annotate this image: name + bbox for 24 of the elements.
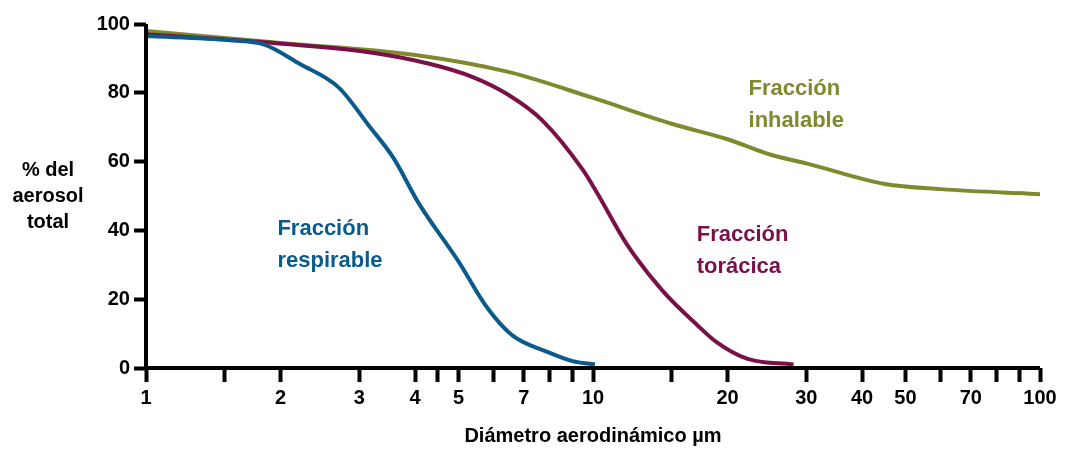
y-tick-label: 0 bbox=[118, 355, 130, 378]
x-tick-label: 70 bbox=[959, 385, 982, 408]
x-tick-label: 5 bbox=[452, 385, 464, 408]
x-tick-label: 100 bbox=[1023, 385, 1057, 408]
series-label: Fracción respirable bbox=[277, 214, 383, 272]
x-tick-label: 30 bbox=[795, 385, 818, 408]
x-tick-label: 7 bbox=[518, 385, 530, 408]
x-tick-label: 20 bbox=[716, 385, 739, 408]
x-tick-label: 2 bbox=[275, 385, 287, 408]
x-tick-label: 4 bbox=[409, 385, 422, 408]
y-tick-label: 20 bbox=[107, 286, 130, 309]
x-tick-label: 10 bbox=[581, 385, 605, 408]
y-axis-title: % del aerosol total bbox=[12, 157, 84, 232]
x-tick-label: 40 bbox=[851, 385, 874, 408]
y-tick-label: 100 bbox=[96, 11, 130, 34]
y-tick-label: 80 bbox=[107, 80, 130, 103]
x-tick-label: 50 bbox=[894, 385, 917, 408]
series-label: Fracción torácica bbox=[696, 221, 789, 279]
series-label: Fracción inhalable bbox=[748, 75, 844, 133]
x-tick-label: 1 bbox=[140, 385, 152, 408]
y-tick-label: 40 bbox=[107, 217, 130, 240]
y-tick-label: 60 bbox=[107, 149, 130, 172]
x-axis-title: Diámetro aerodinámico µm bbox=[464, 423, 722, 446]
x-tick-label: 3 bbox=[353, 385, 365, 408]
